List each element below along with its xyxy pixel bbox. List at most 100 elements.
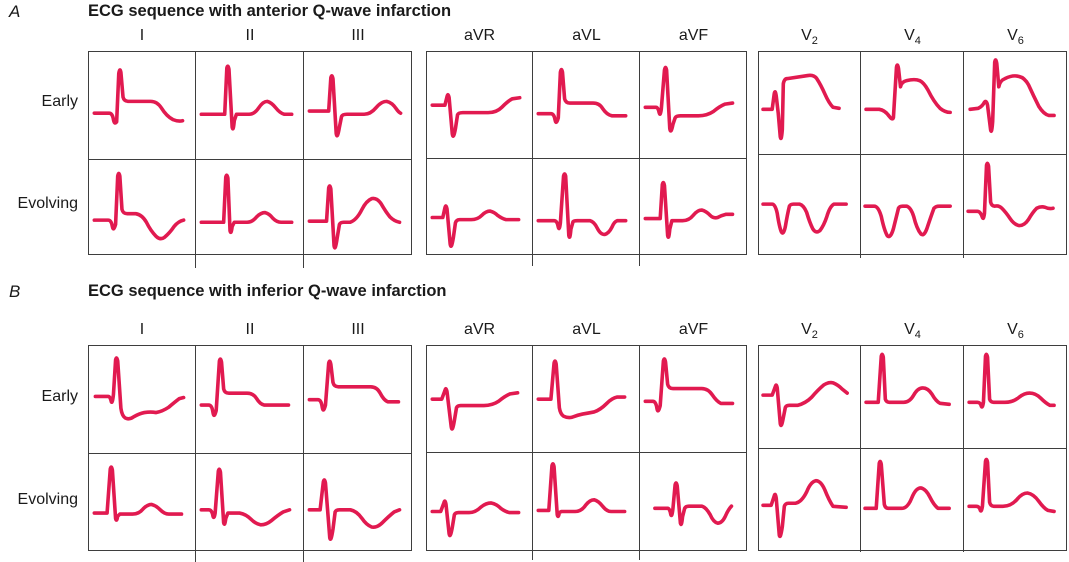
ecg-trace-evolving-iii — [304, 454, 411, 561]
ecg-trace-evolving-avf — [640, 159, 746, 265]
ecg-trace-evolving-avf — [640, 453, 746, 559]
ecg-waveform-svg — [964, 155, 1066, 257]
ecg-waveform-svg — [89, 346, 195, 453]
ecg-trace-early-ii — [196, 346, 304, 455]
row-label-early: Early — [41, 93, 78, 110]
ecg-waveform-svg — [196, 454, 302, 561]
ecg-trace-early-v4 — [861, 52, 964, 156]
ecg-trace-early-iii — [303, 52, 411, 161]
ecg-trace-evolving-ii — [196, 454, 304, 562]
ecg-trace-evolving-v4 — [861, 449, 964, 552]
lead-label-avr: aVR — [463, 27, 496, 44]
ecg-waveform-svg — [759, 155, 860, 257]
ecg-waveform-svg — [89, 454, 195, 561]
ecg-trace-evolving-v2 — [759, 155, 862, 258]
lead-group-v2-v4-v6 — [758, 51, 1067, 258]
ecg-trace-early-avl — [533, 52, 640, 160]
ecg-waveform-svg — [427, 52, 532, 158]
ecg-waveform-svg — [759, 52, 860, 154]
ecg-waveform-svg — [427, 346, 532, 452]
lead-label-v6: V6 — [1007, 321, 1024, 342]
ecg-trace-evolving-avr — [427, 159, 534, 266]
ecg-trace-early-v2 — [759, 346, 862, 450]
ecg-trace-evolving-v2 — [759, 449, 862, 552]
ecg-trace-early-i — [89, 346, 197, 455]
ecg-trace-early-v6 — [963, 346, 1066, 450]
ecg-trace-evolving-i — [89, 454, 197, 562]
ecg-waveform-svg — [964, 449, 1066, 551]
lead-label-avr: aVR — [463, 321, 496, 338]
ecg-trace-evolving-v6 — [964, 449, 1066, 551]
ecg-waveform-svg — [759, 449, 860, 551]
ecg-waveform-svg — [89, 52, 195, 159]
ecg-waveform-svg — [533, 346, 638, 452]
lead-label-ii: II — [245, 321, 255, 338]
lead-label-v4: V4 — [904, 321, 921, 342]
ecg-waveform-svg — [304, 454, 411, 561]
lead-label-i: I — [139, 321, 145, 338]
lead-label-iii: III — [351, 27, 365, 44]
ecg-waveform-svg — [304, 346, 411, 453]
ecg-trace-evolving-iii — [304, 160, 411, 267]
lead-group-i-ii-iii — [88, 345, 412, 562]
lead-label-v4: V4 — [904, 27, 921, 48]
lead-label-avf: aVF — [678, 27, 709, 44]
ecg-trace-evolving-ii — [196, 160, 304, 268]
ecg-trace-evolving-v6 — [964, 155, 1066, 257]
lead-label-iii: III — [351, 321, 365, 338]
ecg-waveform-svg — [640, 159, 746, 265]
ecg-waveform-svg — [964, 52, 1066, 154]
ecg-trace-early-iii — [303, 346, 411, 455]
ecg-waveform-svg — [861, 346, 962, 448]
ecg-waveform-svg — [196, 160, 302, 267]
row-label-evolving: Evolving — [17, 491, 78, 508]
ecg-waveform-svg — [533, 453, 638, 559]
ecg-trace-early-v6 — [963, 52, 1066, 156]
ecg-waveform-svg — [196, 346, 302, 453]
ecg-trace-early-ii — [196, 52, 304, 161]
ecg-trace-evolving-i — [89, 160, 197, 268]
lead-label-avl: aVL — [572, 321, 601, 338]
ecg-trace-evolving-avl — [533, 453, 640, 560]
lead-label-v6: V6 — [1007, 27, 1024, 48]
panel-a-title: ECG sequence with anterior Q-wave infarc… — [88, 2, 452, 20]
row-label-evolving: Evolving — [17, 195, 78, 212]
lead-label-v2: V2 — [801, 27, 818, 48]
lead-label-avf: aVF — [678, 321, 709, 338]
ecg-waveform-svg — [427, 453, 532, 559]
panel-b-marker: B — [9, 282, 21, 301]
ecg-waveform-svg — [196, 52, 302, 159]
ecg-waveform-svg — [304, 160, 411, 267]
ecg-waveform-svg — [304, 52, 411, 159]
ecg-waveform-svg — [861, 449, 962, 551]
ecg-waveform-svg — [89, 160, 195, 267]
panel-b-title: ECG sequence with inferior Q-wave infarc… — [88, 282, 447, 300]
ecg-trace-evolving-avr — [427, 453, 534, 560]
ecg-waveform-svg — [964, 346, 1066, 448]
ecg-waveform-svg — [861, 52, 962, 154]
ecg-trace-early-v4 — [861, 346, 964, 450]
ecg-waveform-svg — [640, 453, 746, 559]
lead-group-avr-avl-avf — [426, 51, 747, 266]
ecg-waveform-svg — [640, 52, 746, 158]
ecg-trace-early-avl — [533, 346, 640, 454]
lead-label-i: I — [139, 27, 145, 44]
ecg-waveform-svg — [533, 52, 638, 158]
lead-group-v2-v4-v6 — [758, 345, 1067, 552]
ecg-trace-early-avr — [427, 52, 534, 160]
ecg-waveform-svg — [861, 155, 962, 257]
ecg-trace-early-v2 — [759, 52, 862, 156]
lead-label-v2: V2 — [801, 321, 818, 342]
panel-a-marker: A — [9, 2, 21, 21]
panel-b-inferior: B ECG sequence with inferior Q-wave infa… — [0, 282, 1069, 562]
ecg-waveform-svg — [640, 346, 746, 452]
ecg-trace-evolving-v4 — [861, 155, 964, 258]
ecg-trace-early-avr — [427, 346, 534, 454]
lead-label-avl: aVL — [572, 27, 601, 44]
lead-label-ii: II — [245, 27, 255, 44]
ecg-trace-evolving-avl — [533, 159, 640, 266]
ecg-trace-early-avf — [639, 52, 746, 160]
panel-a-anterior: A ECG sequence with anterior Q-wave infa… — [0, 2, 1069, 268]
ecg-trace-early-avf — [639, 346, 746, 454]
